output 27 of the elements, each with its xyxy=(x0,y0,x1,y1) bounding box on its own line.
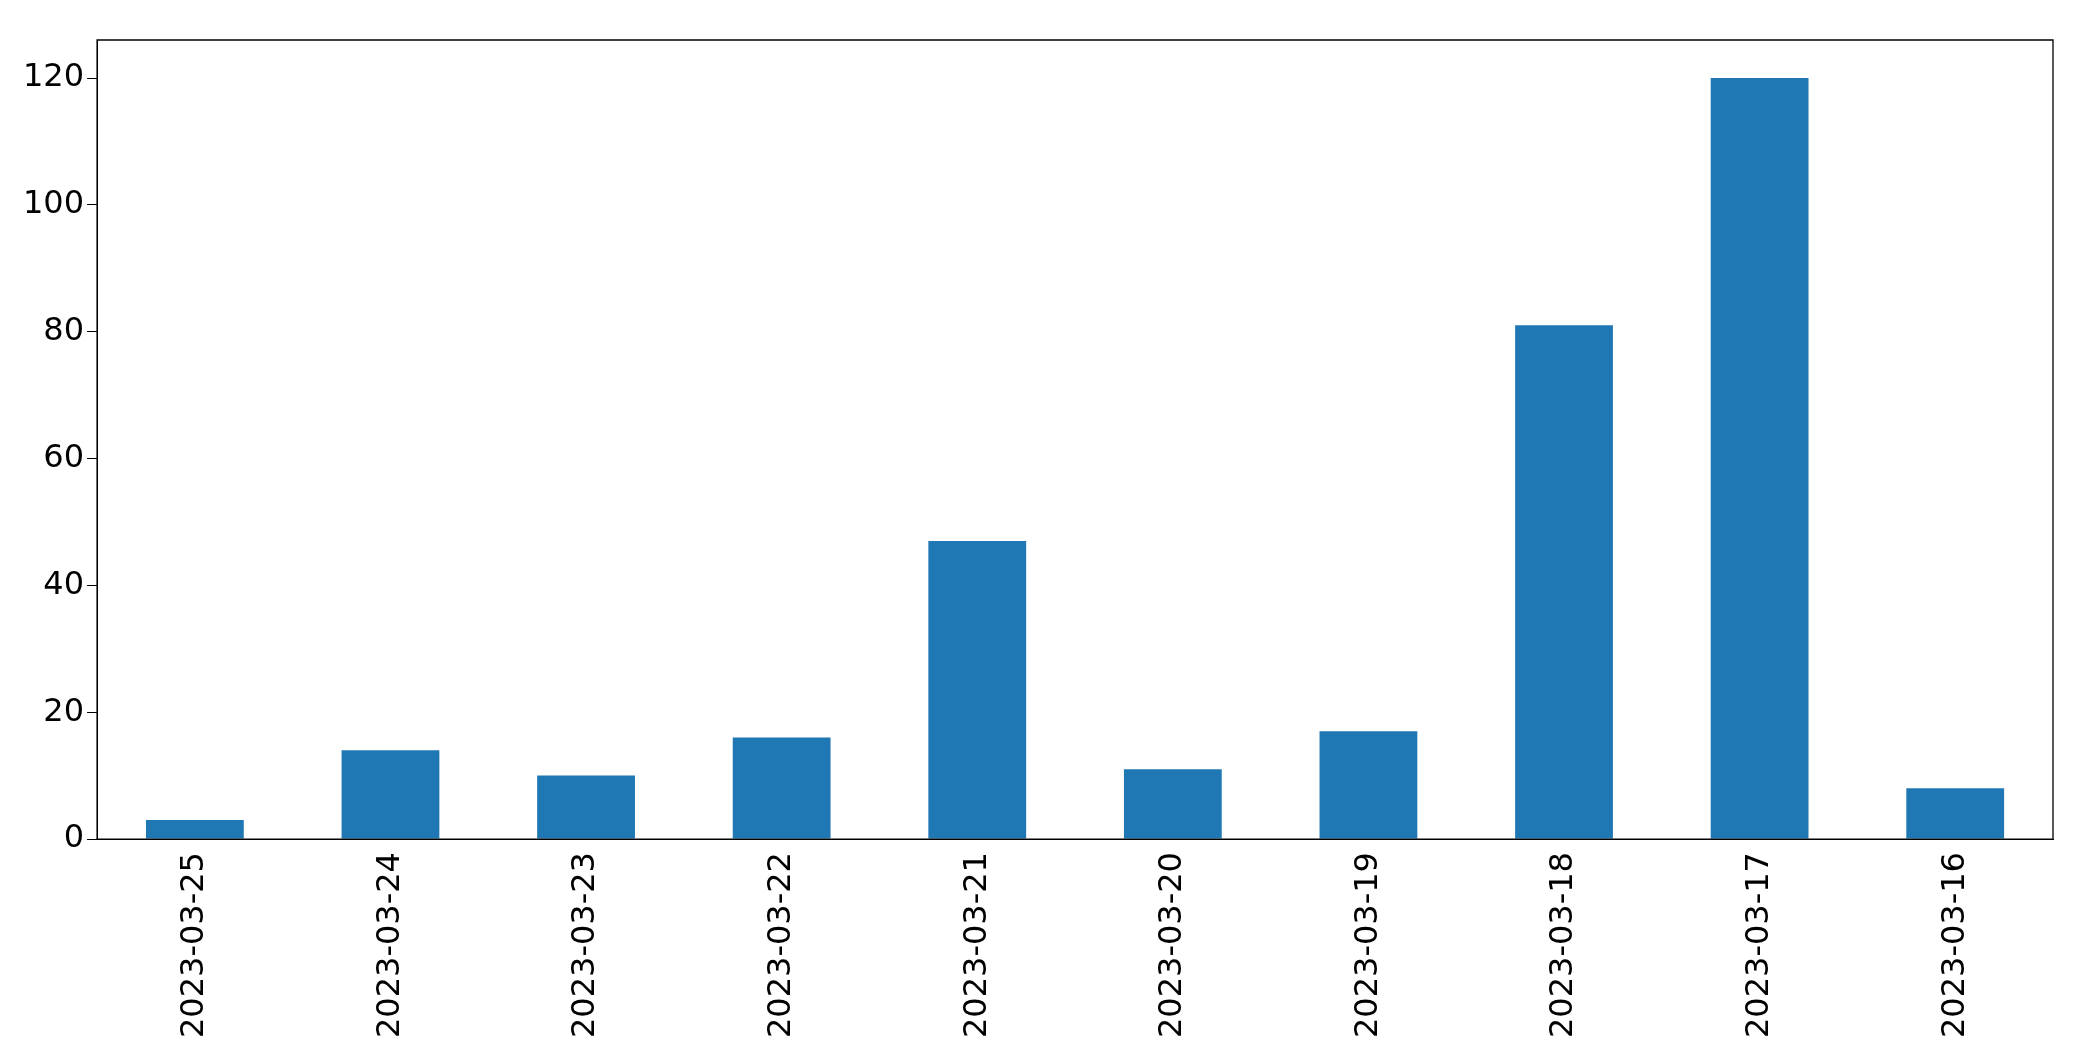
bar xyxy=(732,737,831,839)
x-tick-label: 2023-03-23 xyxy=(564,852,603,1038)
x-tick-label: 2023-03-17 xyxy=(1737,852,1776,1038)
bar xyxy=(1319,731,1418,839)
x-tick-label: 2023-03-16 xyxy=(1933,852,1972,1038)
bar xyxy=(1710,78,1809,839)
x-tick-label: 2023-03-21 xyxy=(955,852,994,1038)
bar xyxy=(341,750,440,839)
y-tick-label: 100 xyxy=(23,183,85,222)
bar xyxy=(537,775,635,839)
x-tick-label: 2023-03-22 xyxy=(759,852,798,1038)
bar xyxy=(928,540,1027,839)
bar xyxy=(1123,769,1222,839)
bar xyxy=(145,820,244,839)
y-tick-label: 80 xyxy=(43,310,85,349)
y-tick-label: 20 xyxy=(43,690,85,729)
x-tick-label: 2023-03-20 xyxy=(1151,852,1190,1038)
x-tick-label: 2023-03-25 xyxy=(173,852,212,1038)
x-tick-label: 2023-03-18 xyxy=(1542,852,1581,1038)
y-tick-label: 40 xyxy=(43,563,85,602)
y-tick-label: 120 xyxy=(23,56,85,95)
x-tick-label: 2023-03-24 xyxy=(368,852,407,1038)
x-tick-label: 2023-03-19 xyxy=(1346,852,1385,1038)
y-tick-label: 60 xyxy=(43,436,85,475)
bar xyxy=(1906,788,2005,839)
y-tick-label: 0 xyxy=(63,817,85,856)
bar xyxy=(1515,325,1613,839)
